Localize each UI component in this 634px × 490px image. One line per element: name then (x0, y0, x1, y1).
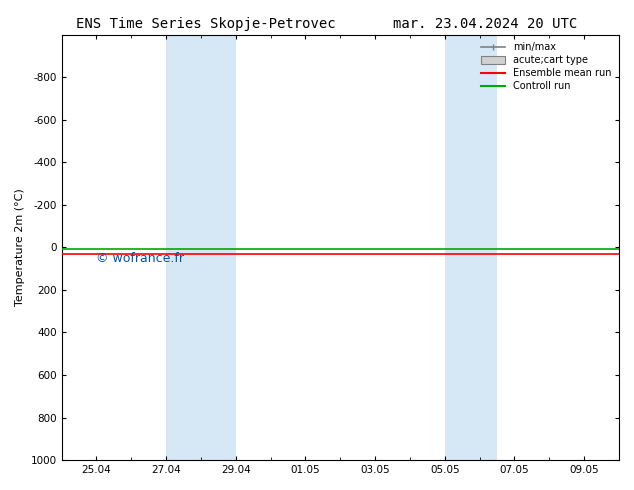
Legend: min/max, acute;cart type, Ensemble mean run, Controll run: min/max, acute;cart type, Ensemble mean … (478, 40, 614, 94)
Text: ENS Time Series Skopje-Petrovec: ENS Time Series Skopje-Petrovec (76, 17, 336, 31)
Bar (445, 35, 497, 460)
Bar (166, 35, 236, 460)
Text: mar. 23.04.2024 20 UTC: mar. 23.04.2024 20 UTC (393, 17, 578, 31)
Y-axis label: Temperature 2m (°C): Temperature 2m (°C) (15, 189, 25, 306)
Text: © wofrance.fr: © wofrance.fr (96, 252, 184, 265)
